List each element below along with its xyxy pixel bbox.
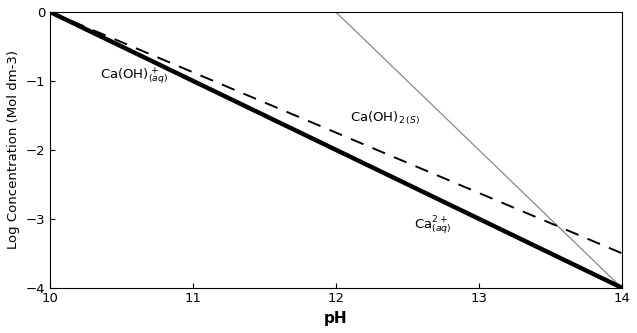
X-axis label: pH: pH [324, 311, 348, 326]
Text: Ca(OH)$^+_{(aq)}$: Ca(OH)$^+_{(aq)}$ [100, 65, 168, 86]
Text: Ca$^{2+}_{(aq)}$: Ca$^{2+}_{(aq)}$ [415, 214, 452, 237]
Text: Ca(OH)$_{2\,(S)}$: Ca(OH)$_{2\,(S)}$ [350, 110, 420, 128]
Y-axis label: Log Concentration (Mol dm-3): Log Concentration (Mol dm-3) [7, 50, 20, 249]
